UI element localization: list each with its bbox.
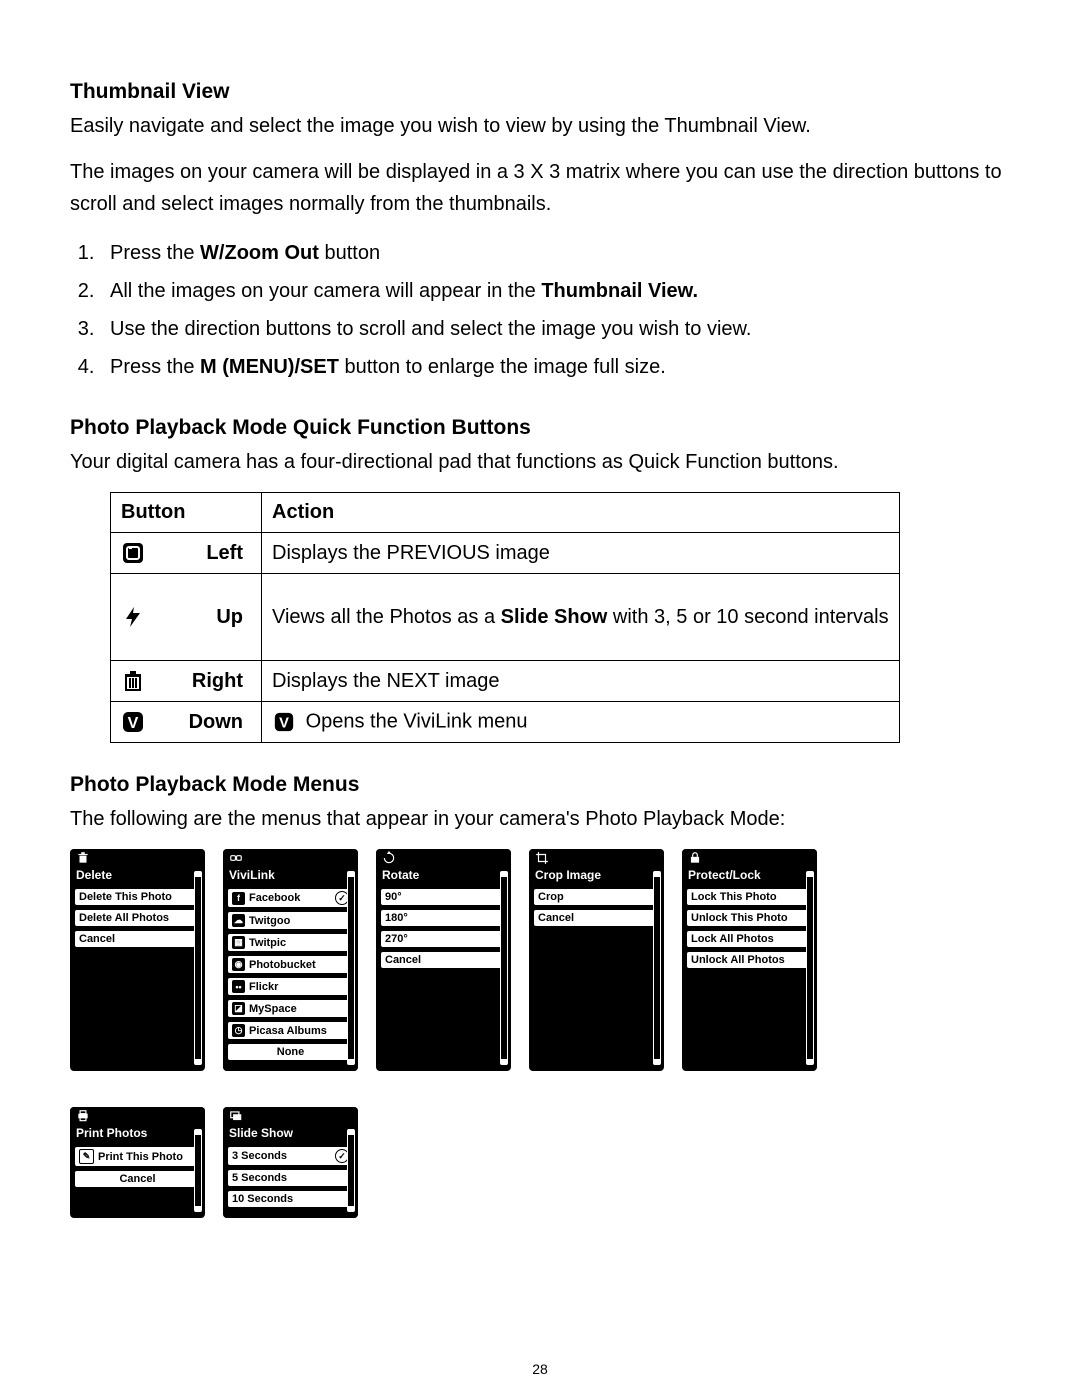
scrollbar[interactable]: [194, 1129, 202, 1212]
menu-item[interactable]: 5 Seconds: [227, 1169, 354, 1187]
bolt-icon: [121, 605, 145, 629]
thumbnail-view-desc-2: The images on your camera will be displa…: [70, 156, 1010, 220]
menu-title: Delete: [70, 865, 205, 885]
menu-delete: Delete Delete This Photo Delete All Phot…: [70, 849, 205, 1071]
step-4: Press the M (MENU)/SET button to enlarge…: [100, 348, 1010, 386]
table-row: Right Displays the NEXT image: [111, 661, 900, 702]
menu-item[interactable]: 3 Seconds✓: [227, 1146, 354, 1166]
menu-protect: Protect/Lock Lock This Photo Unlock This…: [682, 849, 817, 1071]
step-1: Press the W/Zoom Out button: [100, 234, 1010, 272]
action-left: Displays the PREVIOUS image: [262, 533, 900, 574]
direction-label-left: Left: [206, 542, 243, 565]
menu-item[interactable]: None: [227, 1043, 354, 1061]
menu-item[interactable]: Cancel: [74, 1170, 201, 1188]
menu-title: Crop Image: [529, 865, 664, 885]
thumbnail-view-desc-1: Easily navigate and select the image you…: [70, 110, 1010, 142]
heading-thumbnail-view: Thumbnail View: [70, 80, 1010, 104]
link-icon: [223, 849, 358, 865]
table-header-button: Button: [111, 493, 262, 533]
quick-function-table: Button Action Left Displays the PREVIOUS…: [110, 492, 900, 743]
menu-print: Print Photos ✎Print This Photo Cancel: [70, 1107, 205, 1218]
action-down: V Opens the ViviLink menu: [262, 702, 900, 743]
table-row: Up Views all the Photos as a Slide Show …: [111, 574, 900, 661]
scrollbar[interactable]: [653, 871, 661, 1065]
direction-label-right: Right: [192, 670, 243, 693]
quick-function-intro: Your digital camera has a four-direction…: [70, 446, 1010, 478]
thumbnail-view-steps: Press the W/Zoom Out button All the imag…: [70, 234, 1010, 386]
menu-title: Print Photos: [70, 1123, 205, 1143]
menu-crop: Crop Image Crop Cancel: [529, 849, 664, 1071]
menu-item[interactable]: ◷Picasa Albums: [227, 1021, 354, 1040]
menu-rotate: Rotate 90° 180° 270° Cancel: [376, 849, 511, 1071]
menu-item[interactable]: 180°: [380, 909, 507, 927]
v-badge-icon: V: [121, 710, 145, 734]
direction-label-up: Up: [216, 606, 243, 629]
lock-icon: [682, 849, 817, 865]
action-up: Views all the Photos as a Slide Show wit…: [262, 574, 900, 661]
menu-title: Rotate: [376, 865, 511, 885]
menu-grid: Delete Delete This Photo Delete All Phot…: [70, 849, 830, 1218]
menu-item[interactable]: ◉Photobucket: [227, 955, 354, 974]
menu-item[interactable]: ✎Print This Photo: [74, 1146, 201, 1167]
menu-title: ViviLink: [223, 865, 358, 885]
menu-item[interactable]: Cancel: [74, 930, 201, 948]
scrollbar[interactable]: [194, 871, 202, 1065]
playback-menus-intro: The following are the menus that appear …: [70, 803, 1010, 835]
menu-item[interactable]: Cancel: [533, 909, 660, 927]
heading-quick-function: Photo Playback Mode Quick Function Butto…: [70, 416, 1010, 440]
direction-label-down: Down: [189, 711, 243, 734]
rotate-icon: [376, 849, 511, 865]
crop-icon: [529, 849, 664, 865]
trash-icon: [121, 669, 145, 693]
frame-icon: [121, 541, 145, 565]
heading-playback-menus: Photo Playback Mode Menus: [70, 773, 1010, 797]
slideshow-icon: [223, 1107, 358, 1123]
scrollbar[interactable]: [806, 871, 814, 1065]
menu-item[interactable]: ▦Twitpic: [227, 933, 354, 952]
svg-text:V: V: [279, 716, 289, 732]
menu-title: Protect/Lock: [682, 865, 817, 885]
menu-vivilink: ViviLink fFacebook✓ ☁Twitgoo ▦Twitpic ◉P…: [223, 849, 358, 1071]
menu-item[interactable]: Crop: [533, 888, 660, 906]
menu-title: Slide Show: [223, 1123, 358, 1143]
action-right: Displays the NEXT image: [262, 661, 900, 702]
page-number: 28: [0, 1361, 1080, 1377]
menu-item[interactable]: fFacebook✓: [227, 888, 354, 908]
scrollbar[interactable]: [500, 871, 508, 1065]
svg-text:V: V: [128, 715, 139, 732]
step-3: Use the direction buttons to scroll and …: [100, 310, 1010, 348]
table-header-action: Action: [262, 493, 900, 533]
menu-item[interactable]: Lock This Photo: [686, 888, 813, 906]
step-2: All the images on your camera will appea…: [100, 272, 1010, 310]
table-row: V Down V Opens the ViviLink menu: [111, 702, 900, 743]
menu-item[interactable]: ◪MySpace: [227, 999, 354, 1018]
menu-item[interactable]: Unlock This Photo: [686, 909, 813, 927]
printer-icon: [70, 1107, 205, 1123]
table-row: Left Displays the PREVIOUS image: [111, 533, 900, 574]
menu-item[interactable]: Lock All Photos: [686, 930, 813, 948]
menu-item[interactable]: Delete All Photos: [74, 909, 201, 927]
menu-item[interactable]: 270°: [380, 930, 507, 948]
menu-item[interactable]: 90°: [380, 888, 507, 906]
scrollbar[interactable]: [347, 1129, 355, 1212]
menu-slideshow: Slide Show 3 Seconds✓ 5 Seconds 10 Secon…: [223, 1107, 358, 1218]
menu-item[interactable]: ••Flickr: [227, 977, 354, 996]
trash-icon: [70, 849, 205, 865]
menu-item[interactable]: Delete This Photo: [74, 888, 201, 906]
menu-item[interactable]: ☁Twitgoo: [227, 911, 354, 930]
scrollbar[interactable]: [347, 871, 355, 1065]
menu-item[interactable]: Cancel: [380, 951, 507, 969]
menu-item[interactable]: Unlock All Photos: [686, 951, 813, 969]
menu-item[interactable]: 10 Seconds: [227, 1190, 354, 1208]
v-badge-icon: V: [272, 710, 296, 734]
